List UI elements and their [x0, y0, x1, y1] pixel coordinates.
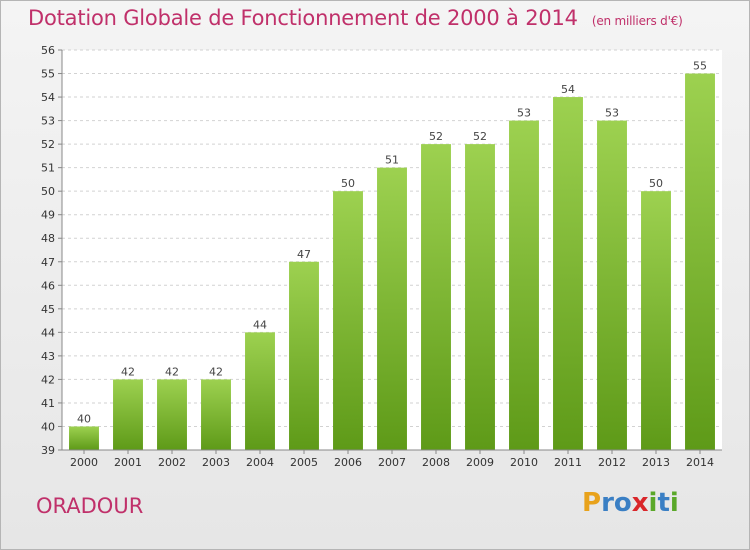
bar-2004 [245, 332, 275, 450]
data-label-2007: 51 [385, 154, 399, 167]
data-label-2003: 42 [209, 365, 223, 378]
bar-2014 [685, 73, 715, 450]
y-tick-label: 41 [41, 397, 55, 410]
y-tick-label: 49 [41, 209, 55, 222]
data-label-2009: 52 [473, 130, 487, 143]
data-label-2008: 52 [429, 130, 443, 143]
data-label-2014: 55 [693, 60, 707, 73]
logo-letter: t [657, 488, 670, 518]
x-tick-label-2004: 2004 [246, 456, 274, 469]
logo-letter: P [582, 488, 602, 518]
x-tick-label-2001: 2001 [114, 456, 142, 469]
y-tick-label: 39 [41, 444, 55, 457]
data-label-2010: 53 [517, 107, 531, 120]
y-tick-label: 52 [41, 138, 55, 151]
y-tick-label: 44 [41, 326, 55, 339]
y-tick-label: 51 [41, 162, 55, 175]
bar-2000 [69, 426, 99, 450]
bar-2007 [377, 167, 407, 450]
x-tick-label-2012: 2012 [598, 456, 626, 469]
data-label-2013: 50 [649, 177, 663, 190]
y-tick-label: 46 [41, 279, 55, 292]
y-tick-label: 53 [41, 115, 55, 128]
bar-2009 [465, 144, 495, 450]
proxiti-logo[interactable]: Proxiti [582, 488, 679, 518]
x-tick-label-2003: 2003 [202, 456, 230, 469]
y-tick-label: 56 [41, 44, 55, 57]
x-tick-label-2011: 2011 [554, 456, 582, 469]
x-tick-label-2014: 2014 [686, 456, 714, 469]
data-label-2005: 47 [297, 248, 311, 261]
bars: 40 42 42 42 44 47 50 51 52 52 53 54 53 50 55 [69, 60, 715, 451]
bar-2003 [201, 379, 231, 450]
data-label-2011: 54 [561, 83, 575, 96]
x-tick-label-2006: 2006 [334, 456, 362, 469]
x-tick-label-2010: 2010 [510, 456, 538, 469]
bar-2006 [333, 191, 363, 451]
commune-name: ORADOUR [36, 494, 144, 518]
x-tick-label-2005: 2005 [290, 456, 318, 469]
axes: 39 40 41 42 43 44 45 46 47 48 49 50 51 52 53 54 55 56 2000… [41, 44, 722, 469]
data-label-2012: 53 [605, 107, 619, 120]
y-tick-label: 40 [41, 420, 55, 433]
bar-2005 [289, 261, 319, 450]
logo-letter: o [613, 488, 632, 518]
x-tick-label-2007: 2007 [378, 456, 406, 469]
bar-2012 [597, 120, 627, 451]
logo-letter: i [648, 488, 658, 518]
logo-letter: x [631, 488, 649, 518]
data-label-2001: 42 [121, 365, 135, 378]
y-tick-label: 50 [41, 185, 55, 198]
data-label-2002: 42 [165, 365, 179, 378]
bar-2011 [553, 97, 583, 450]
chart-title: Dotation Globale de Fonctionnement de 20… [28, 6, 683, 30]
x-tick-label-2002: 2002 [158, 456, 186, 469]
y-tick-label: 45 [41, 303, 55, 316]
logo-letter: i [669, 488, 679, 518]
y-tick-label: 43 [41, 350, 55, 363]
x-tick-label-2000: 2000 [70, 456, 98, 469]
data-label-2006: 50 [341, 177, 355, 190]
y-tick-label: 48 [41, 232, 55, 245]
chart-title-text: Dotation Globale de Fonctionnement de 20… [28, 6, 578, 30]
bar-2010 [509, 120, 539, 451]
y-tick-label: 55 [41, 68, 55, 81]
y-tick-label: 42 [41, 373, 55, 386]
x-tick-label-2008: 2008 [422, 456, 450, 469]
chart-unit: (en milliers d'€) [591, 14, 683, 28]
bar-2002 [157, 379, 187, 450]
bar-2001 [113, 379, 143, 450]
y-tick-label: 47 [41, 256, 55, 269]
data-label-2000: 40 [77, 412, 91, 425]
data-label-2004: 44 [253, 318, 267, 331]
bar-2013 [641, 191, 671, 451]
logo-letter: r [601, 488, 614, 518]
y-tick-label: 54 [41, 91, 55, 104]
x-tick-label-2013: 2013 [642, 456, 670, 469]
bar-2008 [421, 144, 451, 450]
x-tick-label-2009: 2009 [466, 456, 494, 469]
